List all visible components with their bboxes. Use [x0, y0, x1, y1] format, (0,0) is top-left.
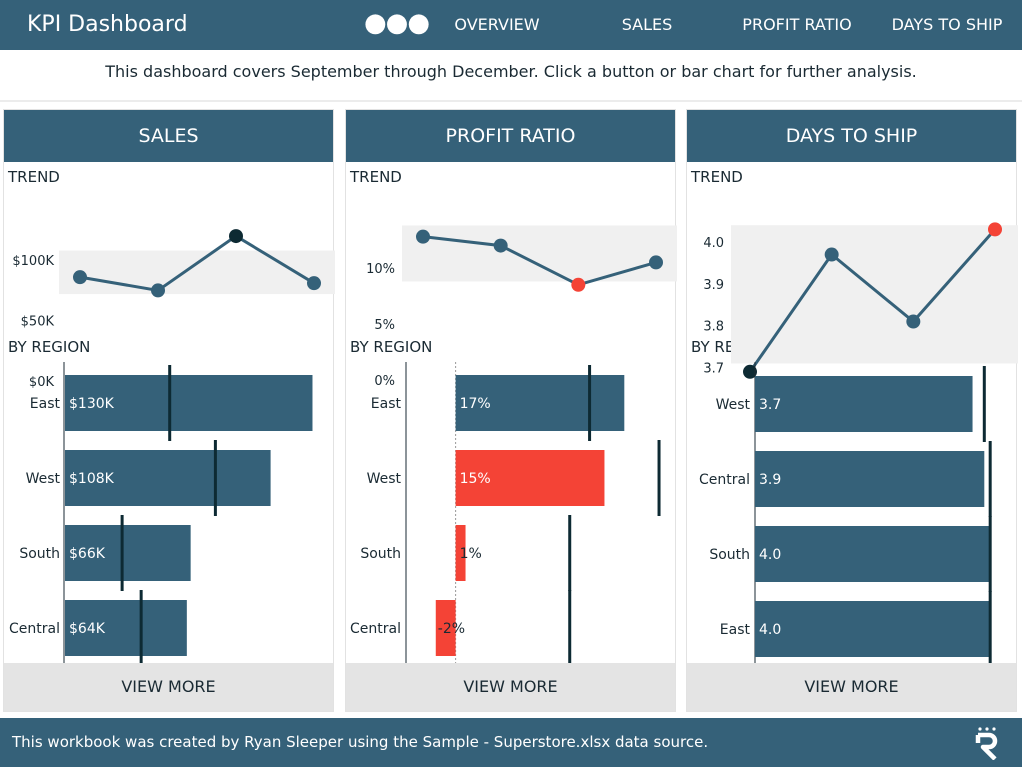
ship-trend-point [824, 247, 839, 262]
ship-trend-label: TREND [690, 168, 743, 186]
profit-trend-point [649, 255, 663, 270]
ship-trend-tick: 3.9 [703, 278, 724, 293]
sales-charts[interactable]: TREND BY REGION $100K $50K $0K East $130K West $… [4, 162, 335, 665]
sales-region-value: $66K [69, 546, 106, 562]
sales-trend-point [307, 276, 321, 291]
ship-trend-point [988, 222, 1002, 237]
more-dots-icon[interactable]: ●●● [364, 8, 430, 38]
sales-region-bar[interactable] [65, 375, 313, 431]
sales-region-label: BY REGION [8, 338, 90, 356]
profit-ratio-header-button[interactable]: PROFIT RATIO [346, 110, 675, 162]
profit-region-category: South [360, 546, 401, 562]
sales-trend-line [79, 234, 315, 293]
app-title: KPI Dashboard [27, 12, 188, 37]
ship-trend-tick: 3.7 [703, 362, 724, 377]
profit-region-label: BY REGION [350, 338, 432, 356]
ship-trend-point [743, 364, 757, 379]
ship-region-value: 4.0 [759, 622, 781, 638]
dashboard-subtitle: This dashboard covers September through … [105, 62, 917, 81]
sales-trend-point [229, 229, 243, 244]
tab-overview[interactable]: OVERVIEW [454, 15, 540, 34]
sales-region-category: South [19, 546, 60, 562]
sales-region-category: West [26, 471, 61, 487]
sales-region-bar[interactable] [65, 600, 187, 656]
profit-region-bar[interactable] [455, 525, 466, 581]
ship-trend-tick: 3.8 [703, 320, 724, 335]
profit-region-value: 17% [460, 396, 491, 412]
profit-trend-tick: 5% [374, 318, 395, 333]
sales-region-category: East [30, 396, 61, 412]
sales-header-button[interactable]: SALES [4, 110, 333, 162]
profit-region-category: Central [350, 621, 401, 637]
ship-region-category: West [716, 397, 751, 413]
ship-region-value: 4.0 [759, 547, 781, 563]
profit-trend-point [416, 229, 430, 244]
profit-trend-tick: 10% [366, 262, 395, 277]
profit-region-value: -2% [438, 621, 465, 637]
tab-sales[interactable]: SALES [621, 15, 673, 34]
ryan-sleeper-logo-icon [975, 727, 998, 760]
sales-region-category: Central [9, 621, 60, 637]
sales-region-value: $108K [69, 471, 115, 487]
profit-region-bar[interactable] [455, 375, 625, 431]
profit-trend-line [422, 235, 657, 287]
ship-region-category: South [709, 547, 750, 563]
footer-credit: This workbook was created by Ryan Sleepe… [12, 733, 709, 751]
sales-region-bar[interactable] [65, 450, 271, 506]
profit-ratio-panel: PROFIT RATIO TREND BY REGION 10% 5% 0% East 17… [345, 109, 677, 712]
sales-region-value: $130K [69, 396, 115, 412]
ship-region-bar[interactable] [755, 451, 985, 507]
profit-region-bar[interactable] [435, 600, 456, 656]
profit-region-category: East [371, 396, 402, 412]
profit-region-category: West [367, 471, 402, 487]
sales-trend-tick: $0K [29, 375, 55, 390]
profit-trend-tick: 0% [374, 374, 395, 389]
ship-region-bar[interactable] [755, 526, 991, 582]
ship-region-value: 3.7 [759, 397, 781, 413]
profit-region-value: 1% [460, 546, 482, 562]
profit-trend-label: TREND [349, 168, 402, 186]
profit-trend-point [493, 238, 508, 253]
ship-region-category: Central [699, 472, 750, 488]
sales-region-value: $64K [69, 621, 106, 637]
ship-trend-point [906, 314, 921, 329]
profit-trend-point [571, 277, 586, 292]
ship-trend-band [731, 225, 1018, 364]
sales-view-more-button[interactable]: VIEW MORE [4, 663, 333, 711]
top-bar: KPI Dashboard ●●● OVERVIEW SALES PROFIT … [0, 0, 1022, 50]
divider [0, 100, 1022, 102]
ship-region-bar[interactable] [755, 601, 991, 657]
sales-trend-point [151, 283, 165, 298]
profit-trend-band [402, 225, 677, 282]
profit-region-bar[interactable] [455, 450, 605, 506]
sales-region-bar[interactable] [65, 525, 191, 581]
ship-trend-tick: 4.0 [703, 236, 724, 251]
days-to-ship-header-button[interactable]: DAYS TO SHIP [687, 110, 1016, 162]
sales-trend-label: TREND [7, 168, 60, 186]
tab-days-to-ship[interactable]: DAYS TO SHIP [891, 15, 1003, 34]
ship-region-value: 3.9 [759, 472, 781, 488]
ship-region-category: East [720, 622, 751, 638]
sales-trend-band [59, 250, 335, 295]
ship-region-bar[interactable] [755, 376, 973, 432]
profit-region-value: 15% [460, 471, 491, 487]
days-to-ship-view-more-button[interactable]: VIEW MORE [687, 663, 1016, 711]
profit-ratio-view-more-button[interactable]: VIEW MORE [346, 663, 675, 711]
sales-trend-point [73, 270, 87, 285]
profit-ratio-charts[interactable]: TREND BY REGION 10% 5% 0% East 17% West 15% South… [346, 162, 677, 665]
footer: This workbook was created by Ryan Sleepe… [0, 718, 1022, 767]
sales-trend-tick: $50K [21, 315, 55, 330]
sales-trend-tick: $100K [12, 254, 54, 269]
sales-panel: SALES TREND BY REGION $100K $50K $0K East $130… [3, 109, 335, 712]
ship-trend-line [748, 228, 997, 373]
tab-profit-ratio[interactable]: PROFIT RATIO [742, 15, 852, 34]
